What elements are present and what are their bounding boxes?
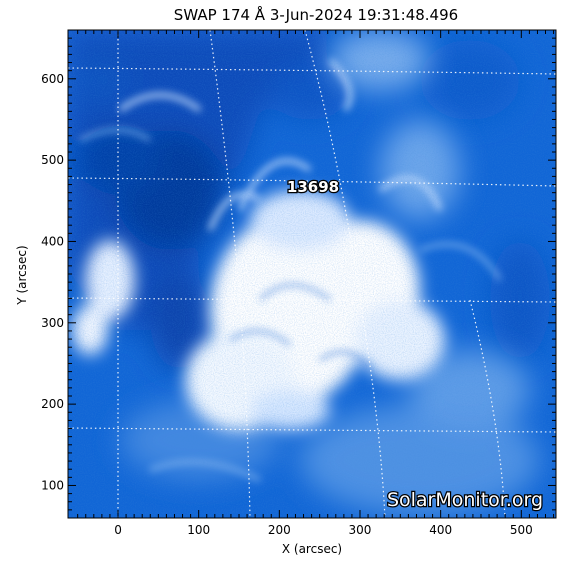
x-tick-label: 300 bbox=[349, 523, 372, 537]
y-tick-label: 400 bbox=[41, 234, 64, 248]
active-region-label: 13698 bbox=[287, 178, 339, 196]
x-tick-label: 400 bbox=[429, 523, 452, 537]
figure-title: SWAP 174 Å 3-Jun-2024 19:31:48.496 bbox=[174, 5, 458, 24]
x-tick-label: 0 bbox=[114, 523, 122, 537]
heliographic-grid bbox=[68, 30, 556, 518]
y-tick-label: 200 bbox=[41, 397, 64, 411]
y-axis-label: Y (arcsec) bbox=[15, 245, 29, 305]
y-tick-label: 500 bbox=[41, 153, 64, 167]
watermark: SolarMonitor.org bbox=[387, 489, 543, 511]
y-tick-label: 600 bbox=[41, 72, 64, 86]
x-tick-label: 100 bbox=[187, 523, 210, 537]
x-tick-label: 500 bbox=[510, 523, 533, 537]
y-tick-label: 100 bbox=[41, 478, 64, 492]
euv-image bbox=[68, 30, 556, 518]
x-tick-label: 200 bbox=[268, 523, 291, 537]
y-tick-label: 300 bbox=[41, 316, 64, 330]
x-axis-label: X (arcsec) bbox=[282, 542, 342, 556]
